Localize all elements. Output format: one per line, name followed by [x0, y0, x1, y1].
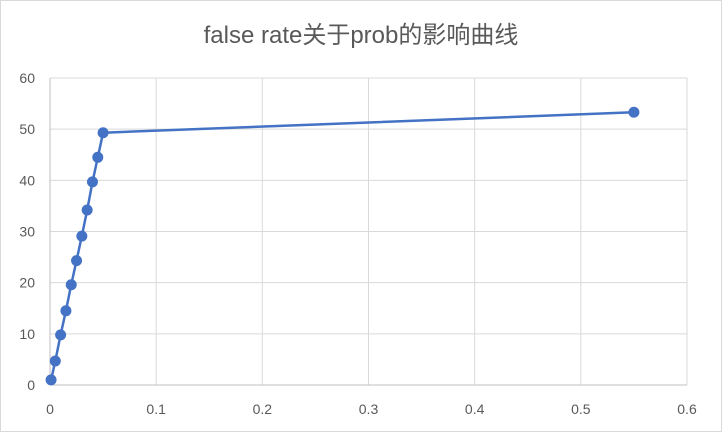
x-tick-label: 0.5 — [571, 401, 591, 417]
y-tick-label: 60 — [19, 70, 35, 86]
y-tick-label: 10 — [19, 326, 35, 342]
data-point — [71, 255, 83, 267]
series-line — [49, 111, 634, 381]
y-tick-label: 30 — [19, 224, 35, 240]
data-point — [60, 305, 72, 317]
series-layer — [45, 106, 640, 386]
data-point — [92, 151, 104, 163]
x-tick-label: 0.3 — [359, 401, 379, 417]
data-point — [97, 127, 109, 139]
tick-labels: 0 10 20 30 40 50 60 0 0.1 0.2 0.3 0.4 0.5 0.6 — [19, 70, 697, 417]
x-tick-label: 0.4 — [465, 401, 485, 417]
chart-title: false rate关于prob的影响曲线 — [204, 22, 519, 49]
axes — [49, 78, 687, 386]
y-tick-label: 20 — [19, 275, 35, 291]
x-tick-label: 0.2 — [253, 401, 273, 417]
data-point — [55, 329, 67, 341]
x-tick-label: 0.6 — [677, 401, 697, 417]
data-point — [86, 176, 98, 188]
y-tick-label: 0 — [27, 377, 35, 393]
data-point — [76, 230, 88, 242]
data-point — [628, 106, 640, 118]
data-point — [65, 279, 77, 291]
data-point — [49, 355, 61, 367]
data-point — [45, 374, 57, 386]
y-tick-label: 40 — [19, 172, 35, 188]
gridlines — [50, 77, 688, 385]
data-point — [81, 204, 93, 216]
x-tick-label: 0 — [46, 401, 54, 417]
x-tick-label: 0.1 — [146, 401, 166, 417]
y-tick-label: 50 — [19, 121, 35, 137]
